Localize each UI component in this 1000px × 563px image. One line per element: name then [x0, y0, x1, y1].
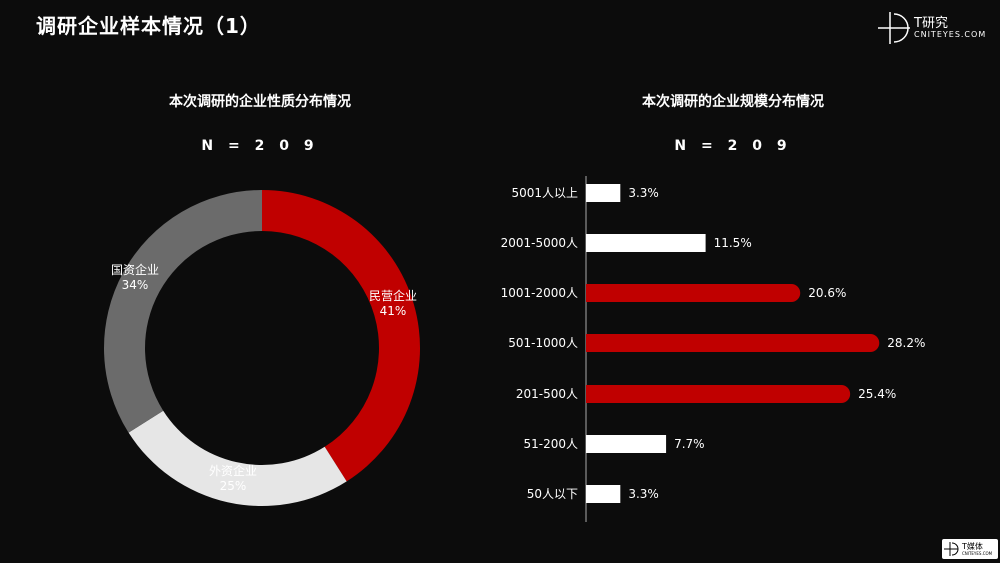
category-label: 1001-2000人 [501, 286, 578, 300]
slice-label: 国资企业 [111, 262, 159, 277]
footer-sub: CNITEYES.COM [962, 551, 993, 556]
slice-value-label: 25% [220, 479, 247, 493]
donut-slice [262, 190, 421, 482]
brand-logo: T研究 CNITEYES.COM [876, 8, 986, 50]
right-chart-title: 本次调研的企业规模分布情况 [642, 94, 824, 110]
footer-crosshair-icon [944, 542, 959, 556]
category-label: 50人以下 [527, 487, 578, 501]
category-label: 2001-5000人 [501, 236, 578, 250]
bar-value-label: 20.6% [808, 286, 846, 300]
category-label: 501-1000人 [508, 336, 578, 350]
bar-value-label: 25.4% [858, 387, 896, 401]
bar [586, 234, 706, 252]
footer-logo: T媒体 CNITEYES.COM [942, 539, 998, 559]
category-label: 5001人以上 [511, 186, 578, 200]
bar-value-label: 3.3% [628, 186, 659, 200]
left-chart-title: 本次调研的企业性质分布情况 [169, 94, 351, 110]
bar [586, 184, 621, 202]
donut-slice [104, 190, 262, 433]
right-chart-sample-size: N = 2 0 9 [674, 138, 792, 154]
category-label: 201-500人 [516, 387, 578, 401]
slide-title: 调研企业样本情况（1） [36, 14, 261, 38]
brand-sub: CNITEYES.COM [914, 30, 987, 39]
bar [586, 284, 801, 302]
slice-value-label: 41% [380, 304, 407, 318]
footer-name: T媒体 [962, 542, 983, 551]
bar [586, 385, 851, 403]
bar-value-label: 7.7% [674, 437, 705, 451]
slice-label: 民营企业 [369, 288, 417, 303]
bar [586, 334, 880, 352]
donut-slice [128, 410, 347, 507]
brand-name: T研究 [914, 16, 948, 31]
brand-crosshair-icon [878, 12, 910, 44]
left-chart-sample-size: N = 2 0 9 [201, 138, 319, 154]
bar [586, 485, 621, 503]
bar-value-label: 11.5% [714, 236, 752, 250]
slice-value-label: 34% [122, 278, 149, 292]
slice-label: 外资企业 [209, 463, 257, 478]
bar [586, 435, 667, 453]
bar-value-label: 28.2% [887, 336, 925, 350]
bar-value-label: 3.3% [628, 487, 659, 501]
category-label: 51-200人 [523, 437, 578, 451]
